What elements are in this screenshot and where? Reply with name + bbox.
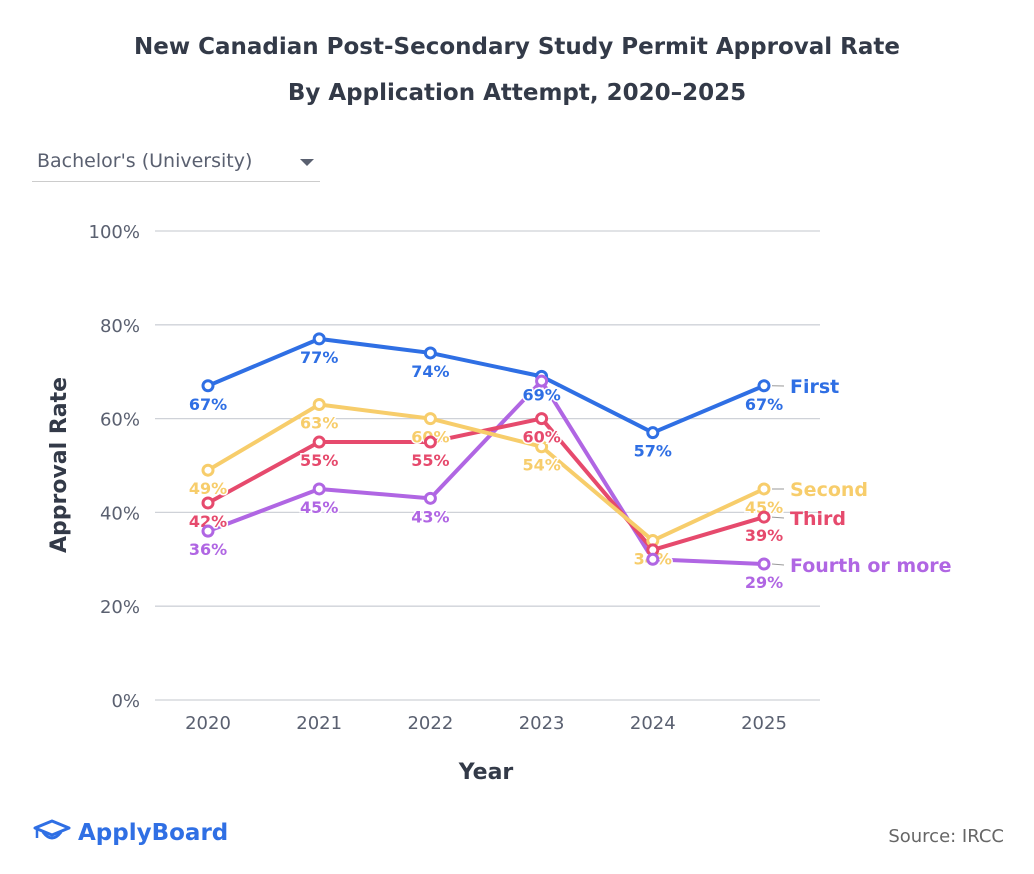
- data-label: 74%: [411, 362, 449, 381]
- data-label: 54%: [522, 456, 560, 475]
- y-tick-label: 80%: [100, 316, 140, 337]
- data-label: 55%: [411, 451, 449, 470]
- series-line: [207, 416, 765, 552]
- data-label: 67%: [189, 395, 227, 414]
- series-name-label: Third: [790, 508, 846, 530]
- data-point[interactable]: [423, 412, 437, 426]
- series-name-label: Fourth or more: [790, 555, 952, 577]
- chart-subtitle: By Application Attempt, 2020–2025: [287, 80, 747, 106]
- data-point[interactable]: [312, 332, 326, 346]
- x-tick-label: 2022: [407, 713, 453, 734]
- data-point[interactable]: [423, 491, 437, 505]
- chevron-down-icon: [300, 159, 314, 166]
- data-label: 63%: [300, 414, 338, 433]
- data-label: 45%: [745, 498, 783, 517]
- data-label: 36%: [189, 540, 227, 559]
- data-label: 39%: [745, 526, 783, 545]
- data-label: 67%: [745, 395, 783, 414]
- label-connector: [771, 563, 785, 566]
- y-tick-label: 40%: [100, 503, 140, 524]
- x-axis-label: Year: [458, 760, 514, 785]
- data-point[interactable]: [757, 557, 771, 571]
- data-point[interactable]: [201, 524, 215, 538]
- x-tick-label: 2023: [519, 713, 565, 734]
- x-tick-label: 2024: [630, 713, 676, 734]
- series-line: [206, 402, 765, 543]
- logo-text: ApplyBoard: [78, 820, 229, 846]
- y-tick-label: 60%: [100, 410, 140, 431]
- data-point[interactable]: [201, 496, 215, 510]
- data-point[interactable]: [535, 412, 549, 426]
- data-label: 43%: [411, 507, 449, 526]
- series-line: [207, 336, 765, 435]
- data-label: 69%: [522, 385, 560, 404]
- source-note: Source: IRCC: [888, 826, 1004, 847]
- graduation-cap-icon: [33, 819, 71, 840]
- category-dropdown[interactable]: Bachelor's (University): [32, 143, 320, 182]
- data-point[interactable]: [312, 398, 326, 412]
- data-point[interactable]: [201, 463, 215, 477]
- data-label: 57%: [634, 442, 672, 461]
- data-point[interactable]: [646, 426, 660, 440]
- x-tick-label: 2021: [296, 713, 342, 734]
- data-point[interactable]: [757, 482, 771, 496]
- y-tick-label: 0%: [111, 691, 140, 712]
- data-point[interactable]: [757, 510, 771, 524]
- data-label: 55%: [300, 451, 338, 470]
- x-tick-label: 2020: [185, 713, 231, 734]
- data-label: 49%: [189, 479, 227, 498]
- data-point[interactable]: [423, 435, 437, 449]
- series-name-label: Second: [790, 479, 868, 501]
- data-point[interactable]: [201, 379, 215, 393]
- series-line: [207, 379, 765, 566]
- data-label: 29%: [745, 573, 783, 592]
- x-tick-label: 2025: [741, 713, 787, 734]
- data-point[interactable]: [312, 435, 326, 449]
- data-point[interactable]: [312, 482, 326, 496]
- y-tick-label: 20%: [100, 597, 140, 618]
- label-connector: [771, 516, 785, 519]
- data-point[interactable]: [535, 440, 549, 454]
- data-point[interactable]: [646, 552, 660, 566]
- series-name-label: First: [790, 376, 839, 398]
- applyboard-logo[interactable]: ApplyBoard: [32, 818, 228, 848]
- data-label: 60%: [522, 428, 560, 447]
- data-label: 77%: [300, 348, 338, 367]
- data-point[interactable]: [535, 374, 549, 388]
- data-point[interactable]: [757, 379, 771, 393]
- y-axis-label: Approval Rate: [47, 377, 72, 553]
- dropdown-value: Bachelor's (University): [37, 150, 253, 172]
- chart-title: New Canadian Post-Secondary Study Permit…: [134, 34, 900, 60]
- data-label: 45%: [300, 498, 338, 517]
- data-label: 42%: [189, 512, 227, 531]
- data-point[interactable]: [423, 346, 437, 360]
- y-tick-label: 100%: [89, 222, 140, 243]
